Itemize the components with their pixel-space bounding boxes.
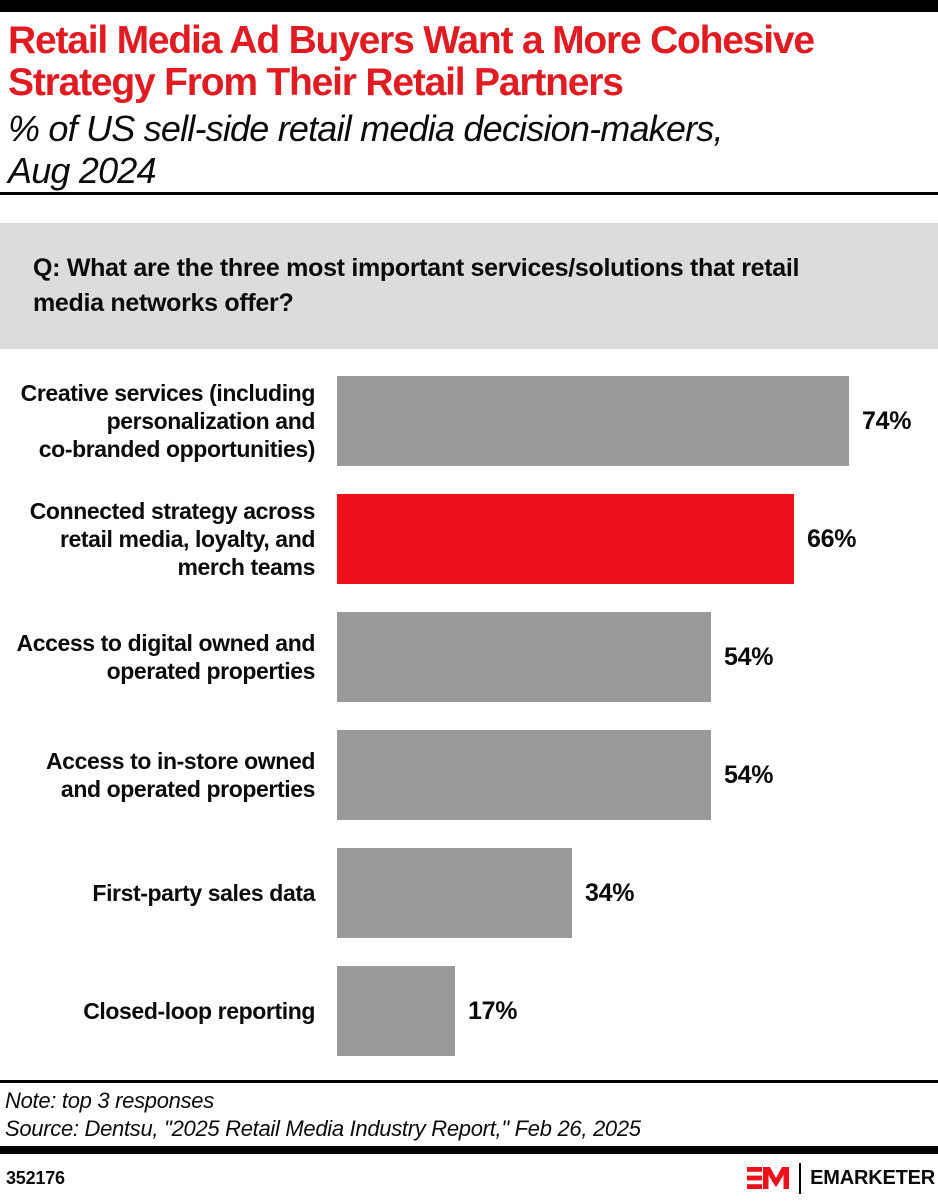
question-line2: media networks offer? [33, 289, 294, 317]
chart-row: First-party sales data 34% [0, 848, 938, 938]
chart-header: Retail Media Ad Buyers Want a More Cohes… [0, 12, 938, 192]
brand-wordmark: EMARKETER [810, 1166, 935, 1189]
category-label: Access to digital owned and operated prop… [16, 630, 316, 684]
emarketer-logo-icon [747, 1167, 790, 1189]
value-label: 54% [724, 760, 774, 789]
logo-divider [799, 1162, 802, 1194]
chart-row: Connected strategy across retail media, l… [0, 494, 938, 584]
value-label: 66% [807, 524, 857, 553]
value-label: 74% [862, 406, 912, 435]
value-label: 17% [468, 996, 518, 1025]
category-label: Connected strategy across retail media, l… [29, 498, 316, 580]
category-label: Closed-loop reporting [83, 998, 315, 1024]
brand-logo: EMARKETER [747, 1162, 935, 1194]
chart-title-line1: Retail Media Ad Buyers Want a More Cohes… [8, 19, 815, 62]
question-line1: Q: What are the three most important ser… [33, 254, 800, 282]
bar [337, 966, 455, 1056]
value-label: 34% [585, 878, 635, 907]
chart-subtitle-line2: Aug 2024 [8, 150, 157, 191]
chart-title: Retail Media Ad Buyers Want a More Cohes… [8, 20, 930, 104]
bar [337, 376, 849, 466]
bottom-black-bar [0, 1146, 938, 1154]
chart-row: Creative services (including personalizat… [0, 376, 938, 466]
bar [337, 730, 711, 820]
source-text: Source: Dentsu, "2025 Retail Media Indus… [5, 1116, 641, 1141]
chart-title-line2: Strategy From Their Retail Partners [8, 61, 624, 104]
bar-chart: Creative services (including personalizat… [0, 376, 938, 1056]
footer-divider [0, 1080, 938, 1083]
category-label: First-party sales data [92, 880, 315, 906]
top-black-bar [0, 0, 938, 12]
footer-row: 352176 EMARKETER [0, 1154, 938, 1202]
chart-row: Access to digital owned and operated prop… [0, 612, 938, 702]
value-label: 54% [724, 642, 774, 671]
chart-notes: Note: top 3 responses Source: Dentsu, "2… [0, 1083, 938, 1143]
header-divider [0, 192, 938, 195]
chart-row: Closed-loop reporting 17% [0, 966, 938, 1056]
bar [337, 848, 572, 938]
note-text: Note: top 3 responses [5, 1088, 214, 1113]
category-label: Access to in-store owned and operated pro… [45, 748, 315, 802]
chart-subtitle-line1: % of US sell-side retail media decision-… [8, 108, 723, 149]
chart-row: Access to in-store owned and operated pro… [0, 730, 938, 820]
question-box: Q: What are the three most important ser… [0, 223, 938, 349]
category-label: Creative services (including personalizat… [20, 380, 316, 462]
bar-highlighted [337, 494, 794, 584]
chart-id: 352176 [6, 1167, 65, 1188]
bar [337, 612, 711, 702]
chart-subtitle: % of US sell-side retail media decision-… [8, 108, 930, 192]
